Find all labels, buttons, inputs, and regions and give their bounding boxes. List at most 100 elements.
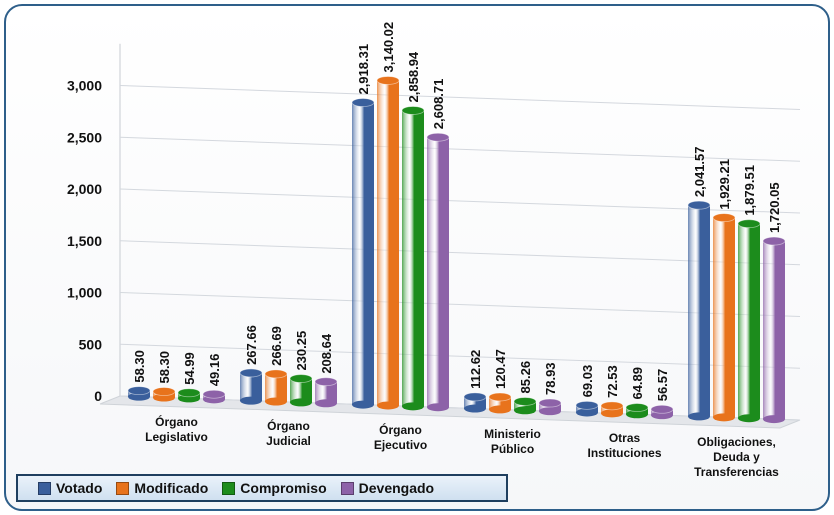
bar-cap [264,369,288,379]
bar [202,389,226,404]
bar-cap [351,98,375,107]
bar-cap [513,397,537,406]
bar-base [128,392,150,401]
bar-base [377,401,399,410]
bar-base [576,408,598,417]
bar-body [427,137,449,408]
bar-cap [575,400,599,410]
bar [488,392,512,414]
bar-body [352,102,374,405]
bar-base [427,403,449,412]
bar [687,200,711,421]
data-label: 3,140.02 [381,22,396,73]
bar-cap [737,219,761,229]
data-label: 69.03 [580,365,595,398]
chart-legend: Votado Modificado Compromiso Devengado [16,474,508,502]
bar [351,98,375,409]
data-label: 120.47 [493,349,508,389]
bar-base [763,415,785,424]
data-label: 1,929.21 [717,159,732,210]
bar-body [265,373,287,402]
bar-cap [426,132,450,142]
bar-body [377,80,399,406]
legend-item-modificado: Modificado [116,480,208,496]
gridline [119,395,801,421]
y-tick-label: 2,000 [67,181,102,197]
bar-cap [152,387,176,396]
bar-cap [600,401,624,411]
bar-base [601,409,623,418]
data-label: 64.89 [630,367,645,400]
bar-base [290,398,312,407]
bar-body [688,205,710,417]
bar-cap [289,374,313,383]
x-tick-label: Obligaciones, Deuda y Transferencias [694,435,779,479]
legend-swatch-devengado [340,481,354,495]
gridline [119,85,801,110]
y-tick-label: 500 [79,336,103,352]
x-tick-label: Otras Instituciones [587,431,661,460]
bar-cap [712,213,736,223]
data-label: 1,720.05 [767,182,782,233]
data-label: 54.99 [182,352,197,385]
bar-cap [376,76,400,85]
bar [463,392,487,413]
data-label: 112.62 [468,350,483,389]
bar-body [713,217,735,418]
bar-cap [625,403,649,412]
data-label: 78.93 [543,362,558,395]
gridline [119,240,801,266]
legend-label-votado: Votado [56,480,103,496]
bar-base [402,402,424,411]
legend-swatch-compromiso [222,481,236,495]
y-tick-label: 1,000 [67,285,102,301]
legend-item-compromiso: Compromiso [222,480,327,496]
bar [264,369,288,406]
x-tick-label: Órgano Ejecutivo [374,422,427,452]
data-label: 58.30 [157,351,172,384]
bar-body [738,223,760,419]
bar-base [738,414,760,423]
data-label: 1,879.51 [742,165,757,216]
bar-base [315,399,337,408]
bar-base [265,397,287,406]
x-tick-label: Órgano Legislativo [145,414,208,444]
bar [376,76,400,410]
bar-cap [488,392,512,402]
bar [625,403,649,419]
bar-base [240,396,262,405]
bar-body [290,378,312,403]
bar-body [763,241,785,420]
legend-swatch-votado [38,481,51,495]
bar [600,401,624,418]
bar [762,236,786,424]
gridline [119,188,801,214]
legend-label-devengado: Devengado [358,480,435,496]
bar-cap [202,389,226,399]
bar-base [539,407,561,416]
data-label: 58.30 [132,350,147,383]
bar-base [688,412,710,421]
bar [513,397,537,415]
data-label: 85.26 [518,361,533,394]
bar-body [240,372,262,401]
gridline [119,292,801,317]
bar-cap [239,368,263,378]
bar-cap [762,236,786,246]
data-label: 72.53 [605,365,620,398]
y-tick-label: 1,500 [67,233,102,249]
bar [737,219,761,423]
bar [426,132,450,412]
bar [401,106,425,411]
legend-label-compromiso: Compromiso [240,480,327,496]
bar-cap [127,386,151,396]
gridline [119,136,801,162]
bar [650,404,674,420]
bar-body [315,381,337,404]
y-tick-label: 2,500 [67,129,102,145]
bar-base [514,406,536,415]
bar-base [352,400,374,409]
bar [575,400,599,417]
legend-label-modificado: Modificado [134,480,209,496]
